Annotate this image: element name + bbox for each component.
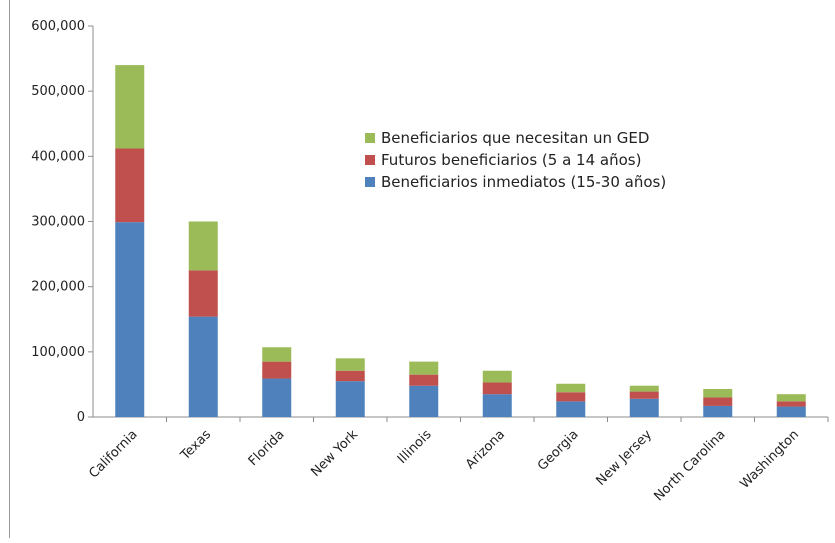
bar-segment-washington-s0 xyxy=(776,406,806,417)
bar-segment-north-carolina-s2 xyxy=(703,388,733,398)
x-tick-label: Illinois xyxy=(395,427,435,467)
y-tick-label: 100,000 xyxy=(31,345,85,360)
y-tick-label: 200,000 xyxy=(31,280,85,295)
x-tick-label: New York xyxy=(308,427,361,480)
y-tick-label: 400,000 xyxy=(31,149,85,164)
chart-frame: 0 100,000 200,000 300,000 400,000 500,000 600,… xyxy=(9,0,835,538)
bar-segment-new-jersey-s2 xyxy=(629,385,659,392)
legend-label: Beneficiarios que necesitan un GED xyxy=(381,129,649,147)
bar-segment-georgia-s1 xyxy=(556,392,586,402)
bar-segment-texas-s1 xyxy=(188,270,218,317)
bar-segment-arizona-s0 xyxy=(482,394,512,417)
bar-segment-california-s0 xyxy=(115,222,145,417)
x-tick-label: New Jersey xyxy=(593,427,655,489)
bar-segment-florida-s1 xyxy=(262,361,292,379)
bar-segment-texas-s0 xyxy=(188,316,218,417)
bar-segment-california-s2 xyxy=(115,65,145,149)
bar-segment-washington-s1 xyxy=(776,401,806,407)
legend-swatch xyxy=(365,133,375,143)
labels: California Texas Florida New York Illinois Ar… xyxy=(86,427,802,504)
bar-segment-new-york-s0 xyxy=(335,381,365,417)
bar-segment-florida-s2 xyxy=(262,347,292,362)
y-tick-label: 500,000 xyxy=(31,84,85,99)
bar-segment-new-york-s2 xyxy=(335,358,365,371)
bar-segment-north-carolina-s0 xyxy=(703,405,733,417)
axes: 0 100,000 200,000 300,000 400,000 500,000 600,… xyxy=(31,19,829,425)
legend-label: Futuros beneficiarios (5 a 14 años) xyxy=(381,151,641,169)
stacked-bar-chart: 0 100,000 200,000 300,000 400,000 500,000 600,… xyxy=(31,19,829,504)
bar-segment-new-jersey-s1 xyxy=(629,391,659,399)
bar-segment-california-s1 xyxy=(115,148,145,223)
bar-segment-florida-s0 xyxy=(262,378,292,417)
legend-swatch xyxy=(365,155,375,165)
bar-segment-texas-s2 xyxy=(188,221,218,271)
bar-segment-north-carolina-s1 xyxy=(703,397,733,406)
bar-segment-illinois-s0 xyxy=(409,385,439,417)
bar-segment-arizona-s1 xyxy=(482,382,512,395)
x-tick-label: Arizona xyxy=(463,427,508,472)
bar-segment-illinois-s1 xyxy=(409,374,439,386)
bar-segment-washington-s2 xyxy=(776,394,806,402)
bar-segment-georgia-s0 xyxy=(556,401,586,417)
y-tick-label: 0 xyxy=(77,410,85,425)
y-tick-label: 300,000 xyxy=(31,215,85,230)
x-tick-label: California xyxy=(86,427,140,481)
legend-swatch xyxy=(365,177,375,187)
bar-segment-arizona-s2 xyxy=(482,370,512,383)
x-tick-label: North Carolina xyxy=(652,427,729,504)
x-tick-label: Florida xyxy=(246,427,288,469)
bars xyxy=(115,65,806,417)
bar-segment-georgia-s2 xyxy=(556,383,586,393)
legend: Beneficiarios que necesitan un GED Futuro… xyxy=(365,129,666,191)
y-tick-label: 600,000 xyxy=(31,19,85,34)
bar-segment-new-york-s1 xyxy=(335,370,365,382)
bar-segment-illinois-s2 xyxy=(409,361,439,375)
x-tick-label: Georgia xyxy=(535,427,582,474)
bar-segment-new-jersey-s0 xyxy=(629,398,659,417)
x-tick-label: Texas xyxy=(177,427,214,464)
x-tick-label: Washington xyxy=(737,427,802,492)
legend-label: Beneficiarios inmediatos (15-30 años) xyxy=(381,173,666,191)
